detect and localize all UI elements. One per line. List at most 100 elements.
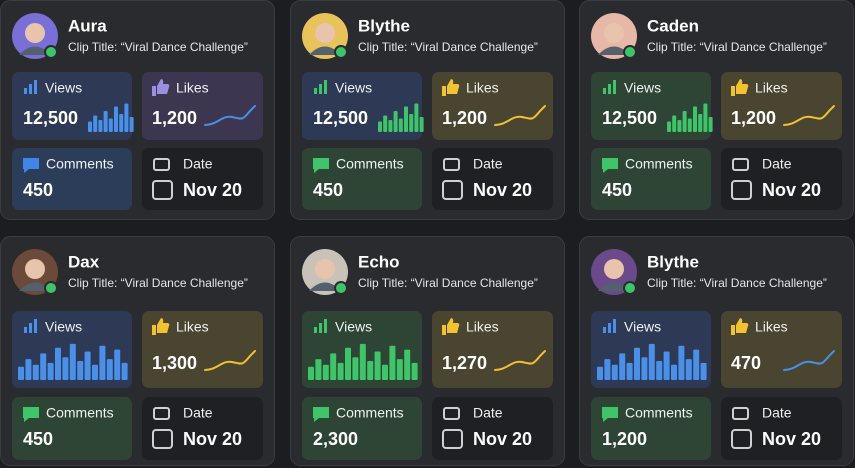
views-icon	[613, 319, 616, 333]
views-sparkbar	[700, 362, 707, 380]
views-sparkbar	[108, 118, 113, 132]
date-icon	[443, 407, 460, 420]
avatar-body	[19, 282, 51, 291]
views-label: Views	[624, 80, 661, 96]
views-icon	[324, 80, 327, 94]
views-sparkbar	[103, 111, 108, 132]
views-sparkbar	[114, 349, 121, 380]
likes-tile	[432, 311, 553, 388]
date-icon	[153, 158, 170, 171]
clip-title: Clip Title: “Viral Dance Challenge”	[358, 40, 538, 54]
avatar-face	[25, 259, 45, 279]
views-sparkbar	[641, 357, 648, 380]
comments-tile	[302, 148, 422, 210]
likes-label: Likes	[176, 80, 209, 96]
views-sparkbar	[367, 361, 374, 380]
views-value: 12,500	[23, 108, 78, 128]
views-icon	[319, 323, 322, 333]
views-sparkbar	[47, 362, 54, 380]
comments-tile	[591, 397, 711, 460]
comments-tile	[12, 397, 132, 460]
likes-value: 1,200	[152, 108, 197, 128]
views-sparkbar	[667, 121, 671, 132]
views-sparkbar	[378, 121, 382, 132]
avatar-body	[309, 46, 341, 55]
views-sparkbar	[352, 357, 359, 380]
status-dot	[44, 45, 58, 59]
views-sparkbar	[604, 359, 611, 380]
views-sparkbar	[322, 364, 329, 380]
date-icon	[153, 407, 170, 420]
views-sparkbar	[92, 364, 98, 380]
views-value: 12,500	[313, 108, 368, 128]
likes-tile	[142, 72, 263, 140]
avatar-face	[604, 23, 624, 43]
clip-title: Clip Title: “Viral Dance Challenge”	[358, 276, 538, 290]
date-icon	[732, 158, 749, 171]
views-label: Views	[335, 319, 372, 335]
views-sparkbar	[308, 366, 314, 380]
likes-sparkline	[494, 350, 546, 371]
views-sparkbar	[687, 118, 692, 132]
avatar-face	[315, 259, 335, 279]
user-name: Dax	[68, 252, 100, 271]
avatar-face	[604, 259, 624, 279]
status-dot	[623, 281, 637, 295]
views-icon	[319, 84, 322, 94]
views-icon	[24, 88, 27, 94]
views-sparkbar	[69, 343, 76, 380]
calendar-icon	[731, 180, 752, 200]
views-sparkbar	[129, 117, 134, 132]
avatar-body	[598, 46, 630, 55]
views-sparkbar	[121, 362, 128, 380]
date-label: Date	[762, 405, 792, 421]
clip-title: Clip Title: “Viral Dance Challenge”	[647, 276, 827, 290]
views-sparkbar	[619, 353, 626, 380]
avatar-face	[315, 23, 335, 43]
views-sparkbar	[396, 359, 403, 380]
comments-label: Comments	[46, 405, 114, 421]
views-icon	[29, 323, 32, 333]
views-sparkbar	[77, 361, 84, 380]
clip-title: Clip Title: “Viral Dance Challenge”	[68, 276, 248, 290]
thumb-icon	[731, 318, 749, 335]
comments-label: Comments	[336, 156, 404, 172]
user-name: Blythe	[647, 252, 699, 271]
views-sparkbar	[388, 120, 393, 132]
avatar-body	[598, 282, 630, 291]
comments-value: 1,200	[602, 429, 647, 449]
comments-label: Comments	[625, 156, 693, 172]
likes-value: 1,270	[442, 353, 487, 373]
calendar-icon	[152, 429, 173, 449]
comments-label: Comments	[46, 156, 114, 172]
comment-icon	[313, 158, 329, 173]
date-value: Nov 20	[183, 180, 242, 200]
views-icon	[314, 88, 317, 94]
views-icon	[34, 319, 37, 333]
views-sparkbar	[398, 118, 403, 132]
views-sparkbar	[84, 351, 91, 380]
date-icon	[443, 158, 460, 171]
status-dot	[334, 281, 348, 295]
views-icon	[603, 88, 606, 94]
views-sparkbar	[404, 349, 411, 380]
views-sparkbar	[419, 117, 424, 132]
views-sparkbar	[634, 347, 640, 380]
views-sparkbar	[698, 114, 703, 132]
views-sparkbar	[671, 364, 677, 380]
views-sparkbar	[345, 347, 351, 380]
views-sparkbar	[708, 117, 713, 132]
likes-value: 470	[731, 353, 761, 373]
views-icon	[314, 327, 317, 333]
user-name: Blythe	[358, 16, 410, 35]
likes-sparkline	[783, 350, 835, 371]
views-sparkbar	[55, 347, 61, 380]
date-value: Nov 20	[762, 429, 821, 449]
views-sparkbar	[330, 353, 337, 380]
views-icon	[608, 84, 611, 94]
views-sparkbar	[677, 120, 682, 132]
date-value: Nov 20	[473, 180, 532, 200]
avatar-body	[309, 282, 341, 291]
